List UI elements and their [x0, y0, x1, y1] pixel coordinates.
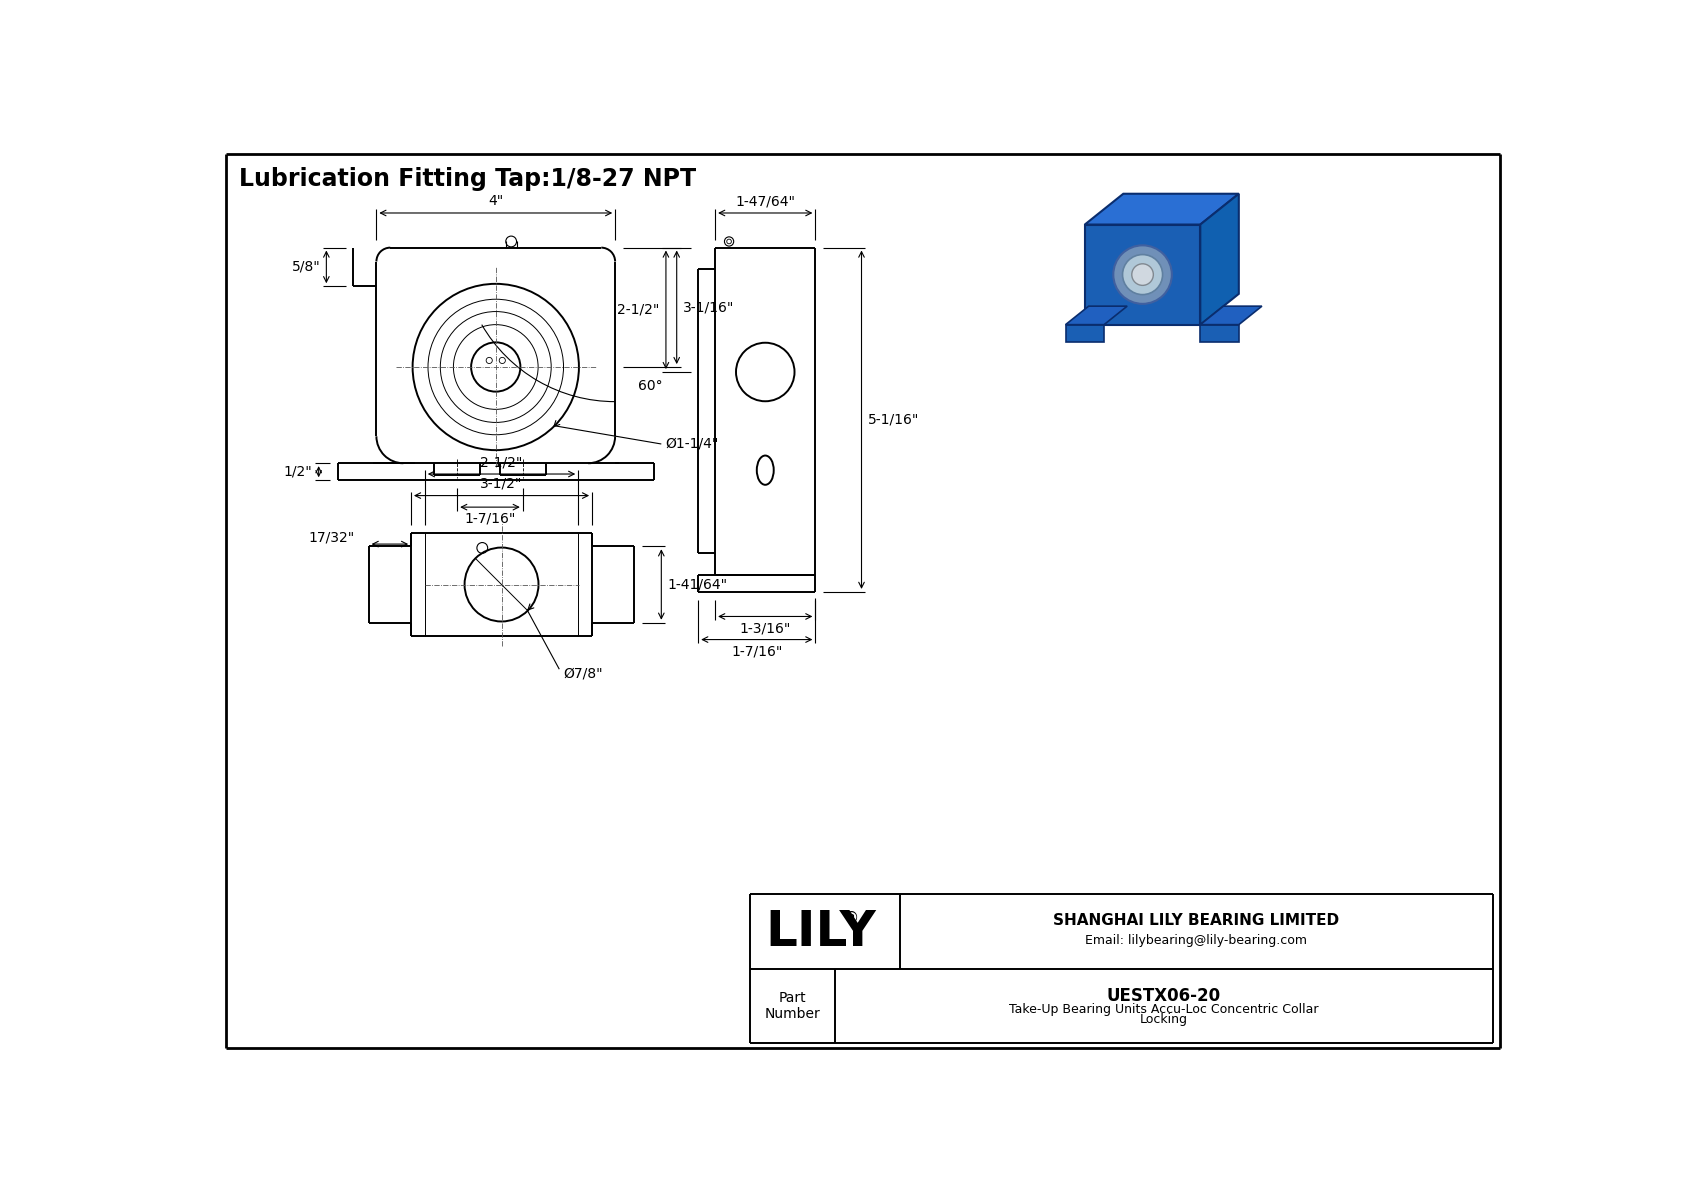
Text: LILY: LILY: [766, 908, 876, 955]
Text: Email: lilybearing@lily-bearing.com: Email: lilybearing@lily-bearing.com: [1086, 934, 1307, 947]
Text: SHANGHAI LILY BEARING LIMITED: SHANGHAI LILY BEARING LIMITED: [1054, 913, 1339, 928]
Text: 3-1/2": 3-1/2": [480, 476, 522, 491]
Circle shape: [1123, 255, 1162, 294]
Text: Locking: Locking: [1140, 1014, 1187, 1027]
Circle shape: [1132, 264, 1154, 286]
Text: 1-7/16": 1-7/16": [731, 644, 783, 659]
Circle shape: [1113, 245, 1172, 304]
Text: UESTX06-20: UESTX06-20: [1106, 987, 1221, 1005]
Text: 5-1/16": 5-1/16": [867, 413, 919, 426]
Text: Lubrication Fitting Tap:1/8-27 NPT: Lubrication Fitting Tap:1/8-27 NPT: [239, 167, 697, 191]
Text: ®: ®: [844, 911, 859, 927]
Text: 5/8": 5/8": [291, 260, 320, 274]
Text: 60°: 60°: [638, 379, 663, 393]
Polygon shape: [1201, 194, 1239, 325]
Polygon shape: [1201, 325, 1239, 342]
Text: Ø7/8": Ø7/8": [562, 666, 603, 680]
Text: 2-1/2": 2-1/2": [480, 455, 522, 469]
Text: 2-1/2": 2-1/2": [618, 303, 660, 317]
Text: 17/32": 17/32": [308, 530, 355, 544]
Text: Take-Up Bearing Units Accu-Loc Concentric Collar: Take-Up Bearing Units Accu-Loc Concentri…: [1009, 1003, 1319, 1016]
Polygon shape: [1066, 306, 1127, 325]
Polygon shape: [1201, 306, 1261, 325]
Text: 3-1/16": 3-1/16": [684, 300, 734, 314]
Text: 1/2": 1/2": [283, 464, 313, 479]
Text: 4": 4": [488, 194, 504, 208]
Text: Part
Number: Part Number: [765, 991, 820, 1021]
Text: 1-41/64": 1-41/64": [667, 578, 727, 592]
Text: 1-7/16": 1-7/16": [465, 512, 515, 525]
Text: Ø1-1/4": Ø1-1/4": [665, 437, 719, 451]
Text: 1-47/64": 1-47/64": [736, 194, 795, 208]
Polygon shape: [1066, 325, 1105, 342]
Polygon shape: [1084, 225, 1201, 325]
Text: 1-3/16": 1-3/16": [739, 621, 791, 635]
Polygon shape: [1084, 194, 1239, 225]
